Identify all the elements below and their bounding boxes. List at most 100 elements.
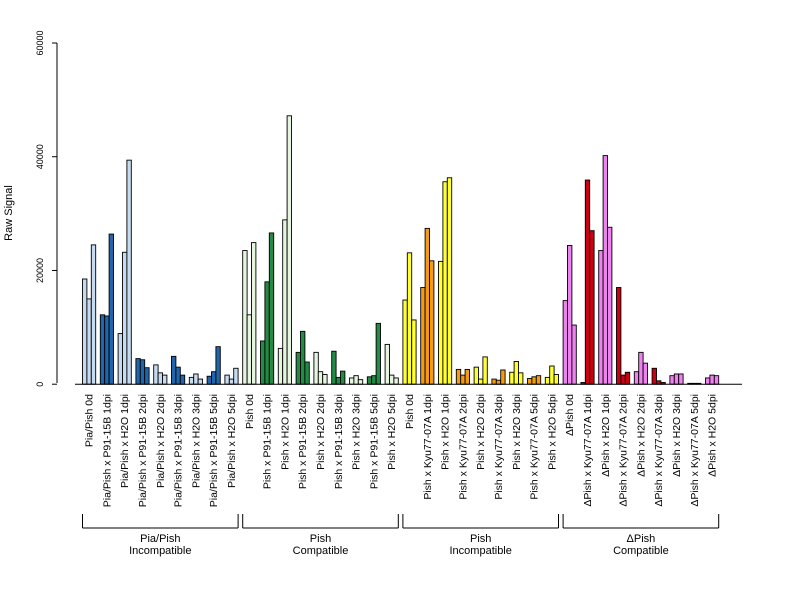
bar [642,362,648,385]
bar [99,314,106,385]
bar [331,350,337,385]
bar [656,380,662,385]
bar [705,377,711,385]
category-label: ΔPish x H2O 2dpi [635,394,647,477]
category-label: Pish x Kyu77-07A 5dpi [529,394,541,500]
category-label: Pish x H2O 1dpi [279,394,291,470]
bar [300,330,306,385]
bar [455,368,462,385]
bar [527,378,533,385]
category-label: ΔPish x H2O 3dpi [671,394,683,477]
bar [500,369,506,385]
category-label: Pish x H2O 2dpi [475,394,487,470]
bars [82,115,720,385]
category-label: ΔPish 0d [564,394,576,436]
bar [193,373,199,385]
bar [571,324,577,385]
group-brackets: Pia/PishIncompatiblePishCompatiblePishIn… [82,514,720,557]
bar [478,378,484,385]
group-label-line1: Pish [310,533,331,545]
bar [82,278,88,385]
bar [117,333,123,385]
bar [242,250,248,385]
bar [553,374,559,385]
bar [260,340,266,385]
y-axis: 0 20000 40000 60000 [35,30,58,387]
bar [709,374,715,385]
category-label: Pish x Kyu77-07A 1dpi [422,394,434,500]
bar [535,375,542,385]
bar [211,371,217,385]
bar [86,298,92,385]
y-tick-label: 40000 [35,144,45,169]
bar [357,379,364,385]
category-label: ΔPish x Kyu77-07A 5dpi [689,394,701,507]
category-label: Pish 0d [244,394,256,429]
y-tick-label: 20000 [35,258,45,283]
bar [598,250,604,385]
bar [460,374,466,385]
bar [669,375,675,385]
bar [335,376,341,385]
bar [384,343,390,385]
bar [544,376,551,385]
bar [206,375,212,385]
bar [108,233,114,385]
bar [162,374,168,385]
bar [233,367,239,385]
bar [567,244,573,385]
bar [638,351,644,385]
bar [518,372,524,385]
bar [90,244,97,385]
bar [188,376,195,385]
category-label: Pia/Pish x H2O 2dpi [155,394,167,488]
bar [179,374,186,385]
bar [144,367,150,385]
group-label-line2: Compatible [613,545,669,557]
bar [171,355,177,385]
category-label: Pish 0d [404,394,416,429]
bar [251,242,257,385]
category-label: Pish x P91-15B 5dpi [368,394,380,489]
bar [371,375,377,385]
category-label: Pish x H2O 1dpi [440,394,452,470]
bar [139,359,146,385]
bar [175,366,181,385]
bar [282,219,288,385]
bar [473,366,479,385]
category-label: Pish x H2O 3dpi [511,394,523,470]
category-label: ΔPish x Kyu77-07A 1dpi [582,394,594,507]
category-label: Pish x H2O 2dpi [315,394,327,470]
category-label: Pish x H2O 5dpi [546,394,558,470]
bar [624,371,631,385]
bar [389,374,395,385]
category-label: ΔPish x H2O 1dpi [600,394,612,477]
category-label: Pia/Pish x H2O 1dpi [119,394,131,488]
category-label: ΔPish x H2O 5dpi [707,394,719,477]
category-label: Pia/Pish x P91-15B 3dpi [173,394,185,507]
category-label: Pish x Kyu77-07A 3dpi [493,394,505,500]
bar [495,379,502,385]
category-label: Pia/Pish x P91-15B 5dpi [208,394,220,507]
group-label-line2: Compatible [293,545,349,557]
bar [313,351,319,385]
bar [620,374,626,385]
bar [491,378,497,385]
bar [713,375,720,385]
bar [349,377,355,385]
bar [616,287,622,385]
bar [584,179,591,385]
bar [157,372,163,385]
bar [673,373,680,385]
group-label-line2: Incompatible [129,545,191,557]
category-label: Pish x H2O 3dpi [351,394,363,470]
bar [126,159,132,385]
y-axis-label: Raw Signal [3,185,15,241]
bar [322,374,328,385]
bar [264,281,270,385]
bar [446,177,453,385]
bar [197,378,203,385]
bar [607,226,613,385]
bar [509,371,515,385]
bar [122,251,128,385]
